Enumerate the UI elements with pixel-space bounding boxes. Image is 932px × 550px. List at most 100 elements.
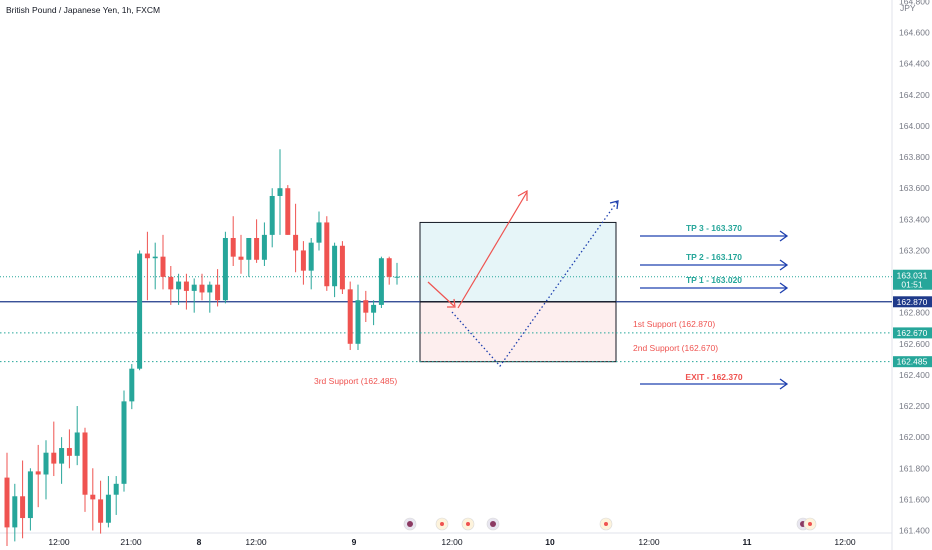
x-tick-label: 10 [545,537,555,547]
candle-body [355,300,361,344]
candle-body [222,237,228,301]
y-tick-label: 164.600 [899,28,930,38]
x-tick-label: 12:00 [834,537,856,547]
candle-body [183,281,189,291]
candle-body [168,276,174,290]
candle-body [74,432,80,456]
target-arrowhead-exit [779,378,789,390]
candle-body [98,499,104,523]
event-dot-icon [440,522,444,526]
candle-body [371,304,377,313]
event-dot-icon [407,521,413,527]
candle-body [277,188,283,196]
y-tick-label: 164.800 [899,0,930,7]
candle-body [363,300,369,313]
candle-body [316,222,322,243]
candle-body [27,471,33,519]
candle-body [137,253,143,369]
x-tick-label: 9 [352,537,357,547]
chart-title: British Pound / Japanese Yen, 1h, FXCM [6,5,161,15]
candle-body [152,256,158,259]
candle-body [230,237,236,257]
candle-body [261,234,267,260]
candle-body [332,245,338,287]
y-tick-label: 163.400 [899,214,930,224]
target-arrowhead-tp2 [779,259,789,271]
y-tick-label: 161.600 [899,494,930,504]
candle-body [347,289,353,344]
candle-body [199,284,205,293]
candle-body [105,494,111,523]
candle-body [394,276,400,278]
candle-body [43,452,49,475]
y-tick-label: 163.800 [899,152,930,162]
candle-body [285,188,291,235]
tp3-label: TP 3 - 163.370 [686,223,742,233]
support1-label: 1st Support (162.870) [633,319,715,329]
candle-body [300,250,306,271]
scenario-arrow-blue [451,201,618,368]
scenario-arrow-red-up [457,191,528,309]
candle-body [293,234,299,251]
exit-label: EXIT - 162.370 [685,372,742,382]
y-tick-label: 162.200 [899,401,930,411]
support2-label: 2nd Support (162.670) [633,343,718,353]
candle-body [207,284,213,293]
y-tick-label: 161.800 [899,463,930,473]
x-tick-label: 11 [743,537,752,547]
y-tick-label: 161.400 [899,526,930,536]
event-dot-icon [490,521,496,527]
candle-body [378,258,384,305]
y-tick-label: 164.400 [899,59,930,69]
tp2-label: TP 2 - 163.170 [686,252,742,262]
candle-body [254,237,260,260]
current-price-badge-bg [893,269,932,290]
arrow-head-red-up [517,189,528,201]
candle-body [308,242,314,271]
candle-body [66,448,72,456]
level-badge-2-text: 162.670 [897,328,928,338]
event-dot-icon [466,522,470,526]
candle-body [129,368,135,402]
level-badge-1-bg [893,296,932,308]
y-tick-label: 164.000 [899,121,930,131]
y-tick-label: 162.000 [899,432,930,442]
candle-body [386,258,392,277]
candle-body [121,401,127,484]
candle-body [144,253,150,259]
tp1-label: TP 1 - 163.020 [686,275,742,285]
candle-body [176,281,182,290]
level-badge-2-bg [893,327,932,339]
level-badge-3-text: 162.485 [897,357,928,367]
candle-body [160,256,166,277]
arrow-head-blue [609,200,619,210]
y-tick-label: 164.200 [899,90,930,100]
y-tick-label: 163.200 [899,245,930,255]
y-tick-label: 162.400 [899,370,930,380]
candle-body [238,256,244,260]
x-tick-label: 12:00 [638,537,660,547]
candle-body [215,284,221,301]
x-tick-label: 12:00 [48,537,70,547]
zone-box [419,221,617,363]
x-tick-label: 8 [197,537,202,547]
candle-body [82,432,88,495]
candle-body [12,496,18,528]
current-price-badge-countdown: 01:51 [901,280,923,290]
level-badge-1-text: 162.870 [897,297,928,307]
loss-zone [420,301,616,362]
y-tick-label: 162.800 [899,308,930,318]
candle-body [339,245,345,290]
candle-body [59,448,65,464]
event-dot-icon [808,522,812,526]
level-badge-3-bg [893,356,932,368]
x-tick-label: 12:00 [441,537,463,547]
candle-body [51,452,57,464]
candle-body [90,494,96,500]
x-tick-label: 21:00 [120,537,142,547]
support3-label: 3rd Support (162.485) [314,376,397,386]
x-tick-label: 12:00 [245,537,267,547]
arrow-head-red-down [447,298,456,308]
scenario-arrow-red-down [427,281,455,307]
